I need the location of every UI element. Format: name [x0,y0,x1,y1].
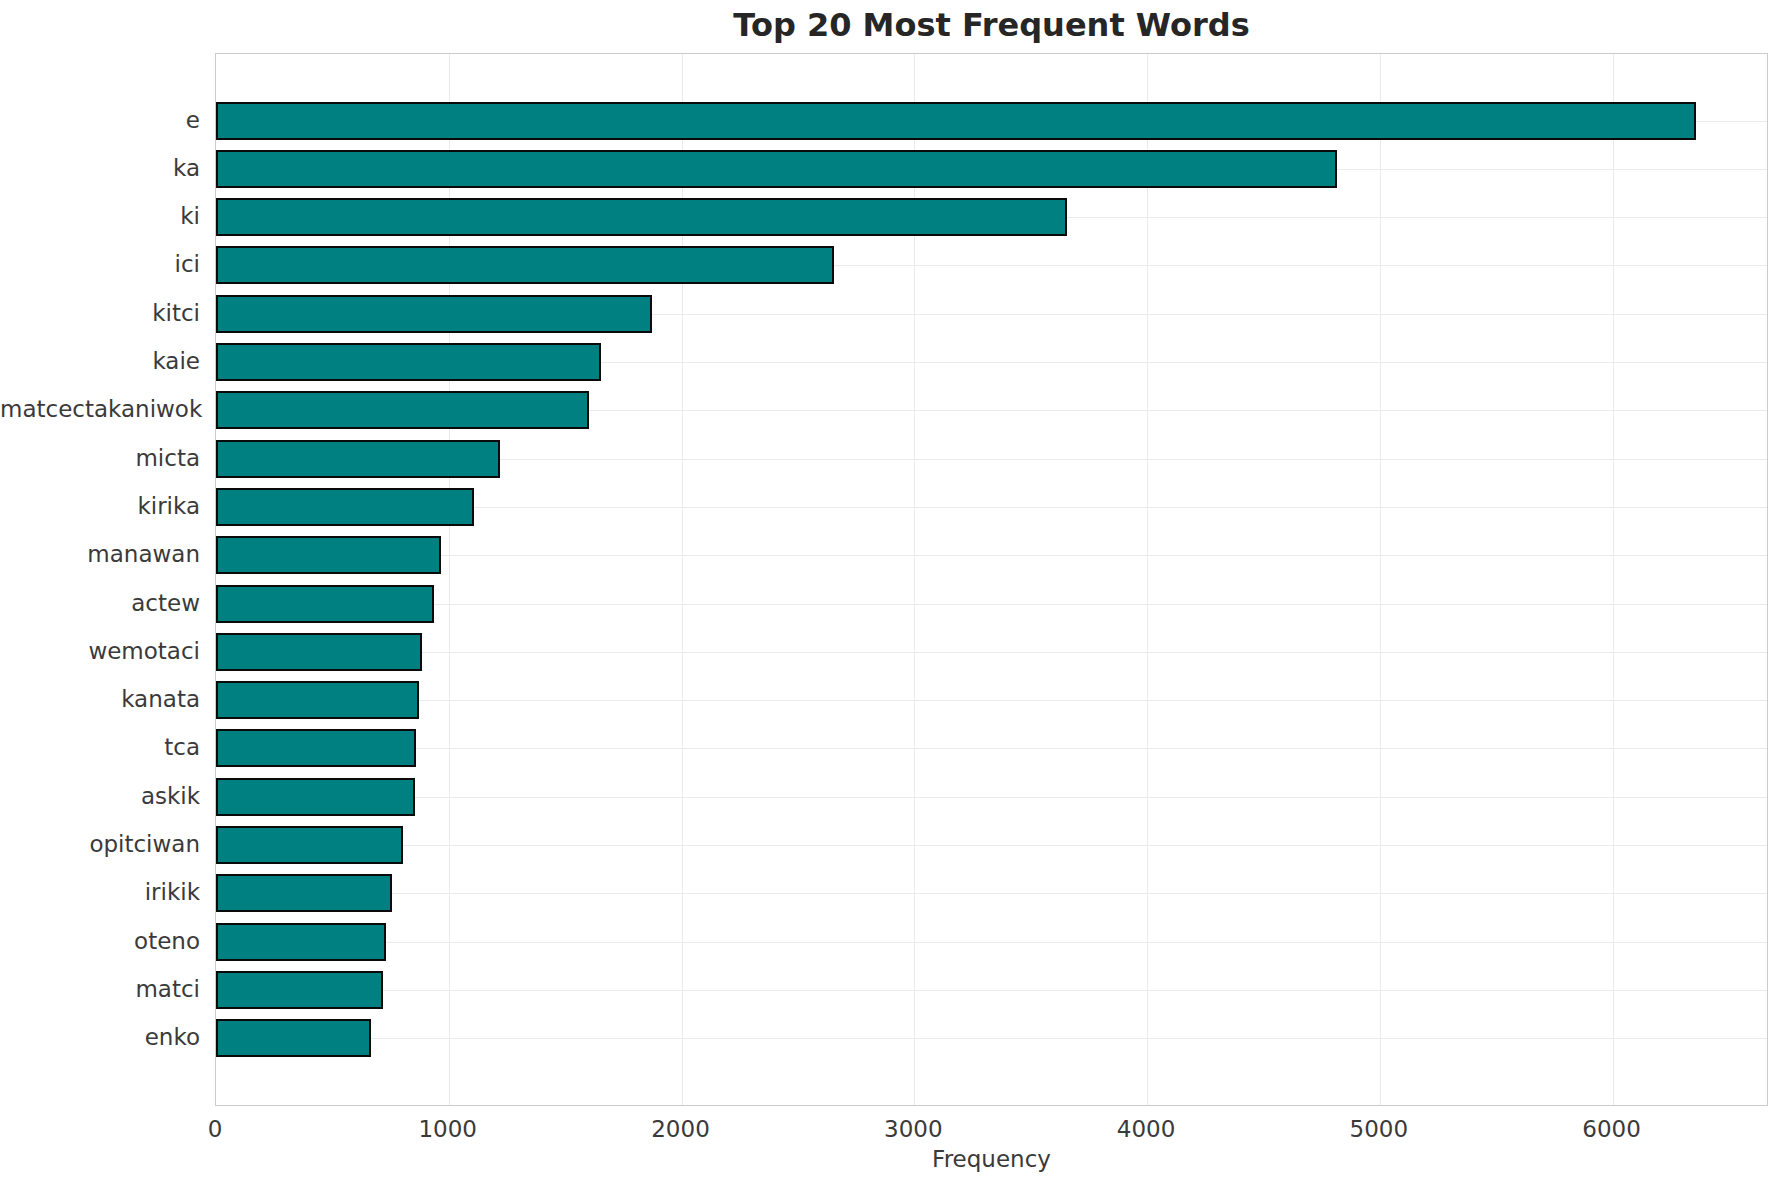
bar-micta [216,440,500,478]
y-tick-label-e: e [0,107,200,133]
y-gridline-enko [216,1038,1767,1039]
bar-actew [216,585,434,623]
bar-chart-figure: Top 20 Most Frequent Words e ka ki ici kitci… [0,0,1784,1185]
y-tick-label-askik: askik [0,783,200,809]
y-gridline-manawan [216,555,1767,556]
y-gridline-actew [216,604,1767,605]
x-tick-label-4000: 4000 [1086,1116,1206,1142]
y-tick-label-opitciwan: opitciwan [0,831,200,857]
y-tick-label-actew: actew [0,590,200,616]
bar-kaie [216,343,601,381]
y-gridline-kanata [216,700,1767,701]
y-tick-label-matci: matci [0,976,200,1002]
y-tick-label-ka: ka [0,155,200,181]
y-tick-label-enko: enko [0,1024,200,1050]
x-tick-label-0: 0 [155,1116,275,1142]
y-tick-label-ki: ki [0,203,200,229]
y-gridline-opitciwan [216,845,1767,846]
bar-ka [216,150,1337,188]
y-gridline-wemotaci [216,652,1767,653]
x-tick-label-2000: 2000 [621,1116,741,1142]
y-gridline-oteno [216,942,1767,943]
bar-irikik [216,874,392,912]
x-gridline-4000 [1147,54,1148,1105]
bar-kanata [216,681,419,719]
y-tick-label-oteno: oteno [0,928,200,954]
y-gridline-matci [216,990,1767,991]
y-tick-label-micta: micta [0,445,200,471]
y-tick-label-irikik: irikik [0,879,200,905]
x-tick-label-3000: 3000 [853,1116,973,1142]
y-tick-label-kaie: kaie [0,348,200,374]
x-tick-label-5000: 5000 [1319,1116,1439,1142]
y-tick-label-manawan: manawan [0,541,200,567]
x-gridline-6000 [1613,54,1614,1105]
bar-manawan [216,536,441,574]
bar-matcectakaniwok [216,391,589,429]
bar-tca [216,729,416,767]
y-tick-label-matcectakaniwok: matcectakaniwok [0,396,200,422]
bar-ki [216,198,1067,236]
bar-enko [216,1019,371,1057]
y-tick-label-kirika: kirika [0,493,200,519]
bar-askik [216,778,415,816]
bar-oteno [216,923,386,961]
y-gridline-irikik [216,893,1767,894]
bar-e [216,102,1696,140]
bar-ici [216,246,834,284]
x-gridline-5000 [1380,54,1381,1105]
bar-wemotaci [216,633,422,671]
y-gridline-tca [216,748,1767,749]
bar-kirika [216,488,474,526]
y-tick-label-ici: ici [0,251,200,277]
x-tick-label-1000: 1000 [388,1116,508,1142]
x-axis-title: Frequency [215,1146,1768,1172]
chart-title: Top 20 Most Frequent Words [215,6,1768,44]
y-gridline-askik [216,797,1767,798]
plot-area [215,53,1768,1106]
x-tick-label-6000: 6000 [1552,1116,1672,1142]
y-tick-label-kitci: kitci [0,300,200,326]
bar-opitciwan [216,826,403,864]
y-tick-label-wemotaci: wemotaci [0,638,200,664]
y-tick-label-tca: tca [0,734,200,760]
bar-kitci [216,295,652,333]
bar-matci [216,971,383,1009]
y-tick-label-kanata: kanata [0,686,200,712]
